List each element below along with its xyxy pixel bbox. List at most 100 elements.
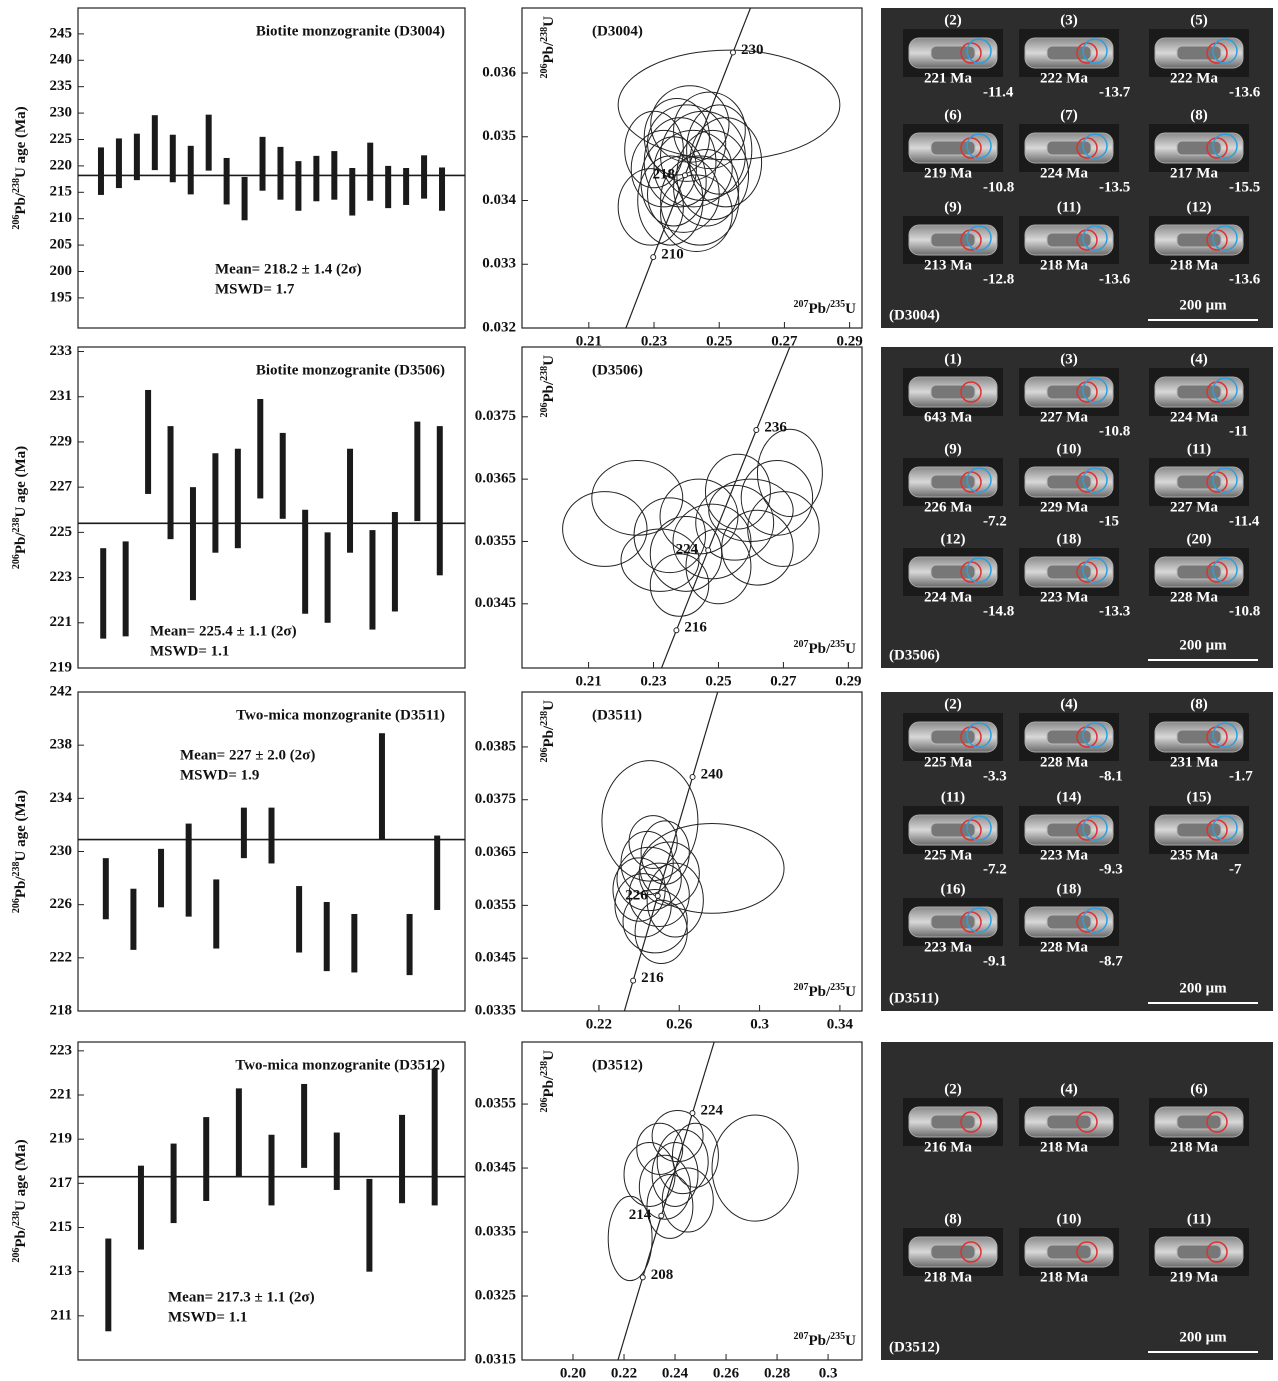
- label-part: 206: [11, 1248, 22, 1263]
- ehf-label: -13.7: [1099, 84, 1131, 100]
- x-tick-label: 0.22: [586, 1016, 612, 1032]
- y-tick-label: 0.0375: [475, 791, 516, 807]
- label-part: Pb/: [808, 1333, 831, 1349]
- y-tick-label: 200: [50, 263, 73, 279]
- ehf-label: -8.7: [1099, 953, 1123, 969]
- label-part: 238: [11, 1211, 22, 1226]
- error-bar: [158, 849, 164, 907]
- error-bar: [325, 532, 331, 622]
- label-part: 206: [11, 215, 22, 230]
- label-part: U: [845, 301, 856, 317]
- error-bar: [190, 487, 196, 600]
- y-tick-label: 225: [50, 131, 73, 147]
- y-tick-label: 229: [50, 433, 73, 449]
- x-tick-label: 0.27: [770, 673, 797, 689]
- y-tick-label: 223: [50, 569, 73, 585]
- label-part: 238: [11, 861, 22, 876]
- error-ellipse: [647, 863, 703, 937]
- ehf-label: -10.8: [983, 179, 1014, 195]
- label-part: Pb/: [541, 380, 557, 403]
- y-tick-label: 0.0385: [475, 738, 516, 754]
- age-label: 643 Ma: [924, 409, 972, 425]
- x-axis-label: 207Pb/235U: [793, 299, 856, 318]
- y-axis-label: 206Pb/238U age (Ma): [11, 106, 30, 229]
- error-bar: [432, 1069, 438, 1206]
- y-tick-label: 0.0355: [475, 533, 516, 549]
- scale-label: 200 μm: [1179, 1329, 1227, 1345]
- label-part: Pb/: [13, 1225, 29, 1248]
- age-label: 224 Ma: [1170, 409, 1218, 425]
- y-tick-label: 210: [50, 210, 73, 226]
- label-part: Pb/: [808, 984, 831, 1000]
- grain-number: (6): [944, 107, 962, 123]
- ehf-label: -10.8: [1229, 603, 1260, 619]
- y-tick-label: 226: [50, 896, 73, 912]
- error-bar: [324, 902, 330, 971]
- age-label: 218 Ma: [924, 1269, 972, 1285]
- ellipses: [608, 1110, 798, 1280]
- y-tick-label: 218: [50, 1002, 73, 1018]
- label-part: 206: [539, 403, 550, 418]
- label-part: Pb/: [13, 192, 29, 215]
- grain-number: (4): [1060, 696, 1078, 712]
- label-part: 207: [793, 982, 808, 993]
- age-marker: [690, 1111, 695, 1116]
- x-tick-label: 0.3: [750, 1016, 769, 1032]
- age-label: 222 Ma: [1040, 70, 1088, 86]
- grain-number: (4): [1190, 351, 1208, 367]
- grain-number: (2): [944, 12, 962, 28]
- age-label: 223 Ma: [1040, 847, 1088, 863]
- error-bar: [123, 541, 129, 636]
- error-bar: [130, 889, 136, 950]
- label-part: Pb/: [808, 641, 831, 657]
- age-marker: [690, 774, 695, 779]
- error-bar: [105, 1239, 111, 1332]
- annotation: Mean= 227 ± 2.0 (2σ): [180, 747, 315, 763]
- error-bar: [379, 733, 385, 839]
- label-part: 238: [539, 27, 550, 42]
- label-part: U age (Ma): [13, 1139, 29, 1211]
- age-label: 224 Ma: [924, 589, 972, 605]
- age-label: 227 Ma: [1170, 499, 1218, 515]
- y-tick-label: 223: [50, 1042, 73, 1058]
- y-tick-label: 230: [50, 105, 73, 121]
- ehf-label: -1.7: [1229, 768, 1253, 784]
- ehf-label: -14.8: [983, 603, 1014, 619]
- age-label: 223 Ma: [924, 939, 972, 955]
- y-tick-label: 0.032: [482, 319, 516, 335]
- error-bar: [269, 808, 275, 864]
- error-bar: [212, 453, 218, 552]
- error-bar: [134, 134, 140, 180]
- y-tick-label: 211: [50, 1307, 72, 1323]
- error-bar: [403, 168, 409, 205]
- label-part: U: [845, 984, 856, 1000]
- error-ellipse: [757, 429, 822, 516]
- error-bar: [145, 390, 151, 494]
- grain-number: (7): [1060, 107, 1078, 123]
- age-label: 216: [641, 970, 664, 986]
- error-ellipse: [602, 761, 698, 881]
- y-tick-label: 234: [50, 790, 73, 806]
- error-bar: [224, 158, 230, 204]
- label-part: 238: [539, 1061, 550, 1076]
- grain-number: (14): [1057, 789, 1082, 805]
- age-label: 213 Ma: [924, 257, 972, 273]
- annotation: Mean= 217.3 ± 1.1 (2σ): [168, 1289, 315, 1305]
- plot-frame: [522, 1042, 862, 1360]
- plot-frame: [522, 8, 862, 328]
- y-axis-label: 206Pb/238U age (Ma): [11, 446, 30, 569]
- x-axis-label: 207Pb/235U: [793, 982, 856, 1001]
- ehf-label: -13.5: [1099, 179, 1130, 195]
- age-label: 218 Ma: [1040, 257, 1088, 273]
- age-label: 223 Ma: [1040, 589, 1088, 605]
- age-label: 228 Ma: [1170, 589, 1218, 605]
- age-label: 216 Ma: [924, 1139, 972, 1155]
- y-tick-label: 0.036: [482, 64, 516, 80]
- concordia-curve: [618, 1042, 714, 1360]
- ehf-label: -7: [1229, 861, 1242, 877]
- y-tick-label: 225: [50, 524, 73, 540]
- y-axis-label: 206Pb/238U age (Ma): [11, 1139, 30, 1262]
- label-part: U age (Ma): [13, 446, 29, 518]
- age-label: 224: [700, 1103, 723, 1119]
- y-tick-label: 219: [50, 1131, 73, 1147]
